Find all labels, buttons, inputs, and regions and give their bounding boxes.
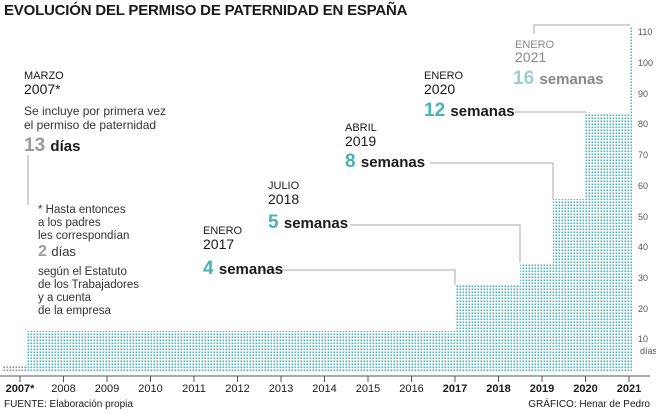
label-2021-month: ENERO	[515, 39, 555, 51]
y-unit-label: días	[640, 346, 656, 356]
y-tick-label: 60	[638, 180, 649, 191]
step-2020-01	[585, 113, 629, 372]
y-tick-label: 50	[638, 211, 649, 222]
step-2018-07	[520, 263, 553, 371]
value-number: 5	[268, 212, 279, 233]
connector-2019	[430, 162, 554, 199]
prior-note-3: les correspondían	[38, 230, 130, 242]
label-2020-value: 12 semanas	[424, 100, 515, 122]
step-2017-01	[455, 285, 521, 371]
value-number: 4	[203, 258, 214, 279]
connector-2017	[258, 269, 456, 285]
x-tick-label: 2007*	[5, 383, 35, 395]
value-number: 16	[513, 68, 535, 89]
y-tick-label: 100	[638, 58, 654, 68]
label-2019-year: 2019	[345, 133, 377, 149]
label-2019-month: ABRIL	[345, 122, 377, 134]
value-number: 8	[345, 151, 356, 172]
prior-value: 2 días	[38, 243, 76, 261]
prior-note-7: de la empresa	[38, 305, 111, 317]
x-tick-label: 2008	[51, 383, 76, 395]
value-unit: semanas	[360, 154, 426, 171]
x-tick-label: 2020	[573, 383, 598, 395]
value-unit: semanas	[450, 103, 515, 120]
value-unit: días	[50, 138, 81, 155]
x-tick-label: 2013	[268, 383, 294, 395]
x-tick-label: 2014	[312, 383, 337, 395]
y-tick-label: 80	[638, 119, 649, 130]
connector-2021	[533, 24, 630, 34]
value-number: 13	[24, 135, 46, 156]
x-tick-label: 2009	[94, 383, 120, 395]
x-tick-label: 2021	[616, 383, 642, 395]
step-2007-03	[27, 331, 455, 371]
value-unit: semanas	[283, 215, 349, 232]
x-tick-label: 2012	[225, 383, 250, 395]
x-tick-label: 2011	[182, 383, 206, 395]
label-2018-year: 2018	[268, 191, 300, 207]
credit-note: GRÁFICO: Henar de Pedro	[528, 399, 650, 410]
y-tick-label: 40	[638, 242, 649, 253]
label-2007-month: MARZO	[24, 70, 64, 82]
y-tick-label: 70	[638, 150, 649, 161]
label-2021-year: 2021	[515, 49, 547, 65]
y-tick-label: 10	[638, 334, 649, 345]
label-2020-month: ENERO	[424, 70, 464, 82]
step-2021-01	[629, 27, 632, 371]
prior-step	[2, 364, 28, 371]
label-2007-text2: el permiso de paternidad	[24, 118, 157, 132]
x-tick-label: 2018	[486, 383, 511, 395]
x-tick-label: 2010	[138, 383, 163, 395]
label-2018-month: JULIO	[268, 180, 300, 192]
label-2017-value: 4 semanas	[203, 258, 283, 280]
chart-title: EVOLUCIÓN DEL PERMISO DE PATERNIDAD EN E…	[4, 2, 408, 19]
x-tick-label: 2016	[399, 383, 424, 395]
y-tick-label: 90	[638, 88, 649, 99]
value-unit: semanas	[539, 71, 604, 88]
y-tick-label: 30	[638, 272, 649, 283]
value-number: 2	[38, 243, 47, 260]
label-2017-year: 2017	[203, 236, 235, 252]
prior-note-4: según el Estatuto	[38, 266, 127, 278]
label-2007-year: 2007*	[24, 81, 61, 97]
label-2007-text1: Se incluye por primera vez	[24, 104, 167, 118]
label-2019-value: 8 semanas	[345, 151, 425, 173]
source-note: FUENTE: Elaboración propia	[4, 399, 133, 410]
value-unit: días	[51, 244, 76, 259]
label-2018-value: 5 semanas	[268, 212, 348, 234]
prior-note-1: * Hasta entonces	[38, 204, 126, 216]
y-tick-label: 110	[638, 27, 653, 38]
connector-2018	[350, 224, 521, 263]
value-number: 12	[424, 100, 446, 121]
label-2007-value: 13 días	[24, 135, 80, 157]
x-tick-label: 2015	[355, 383, 381, 395]
step-2019-04	[552, 199, 586, 371]
prior-note-2: a los padres	[38, 217, 101, 229]
prior-note-6: y a cuenta	[38, 292, 92, 304]
value-unit: semanas	[218, 261, 284, 278]
label-2017-month: ENERO	[203, 225, 243, 237]
y-tick-label: 20	[638, 303, 649, 314]
label-2020-year: 2020	[424, 81, 456, 97]
label-2021-value: 16 semanas	[513, 68, 604, 90]
x-tick-label: 2017	[442, 383, 468, 395]
x-tick-label: 2019	[529, 383, 555, 395]
prior-note-5: de los Trabajadores	[38, 279, 140, 291]
